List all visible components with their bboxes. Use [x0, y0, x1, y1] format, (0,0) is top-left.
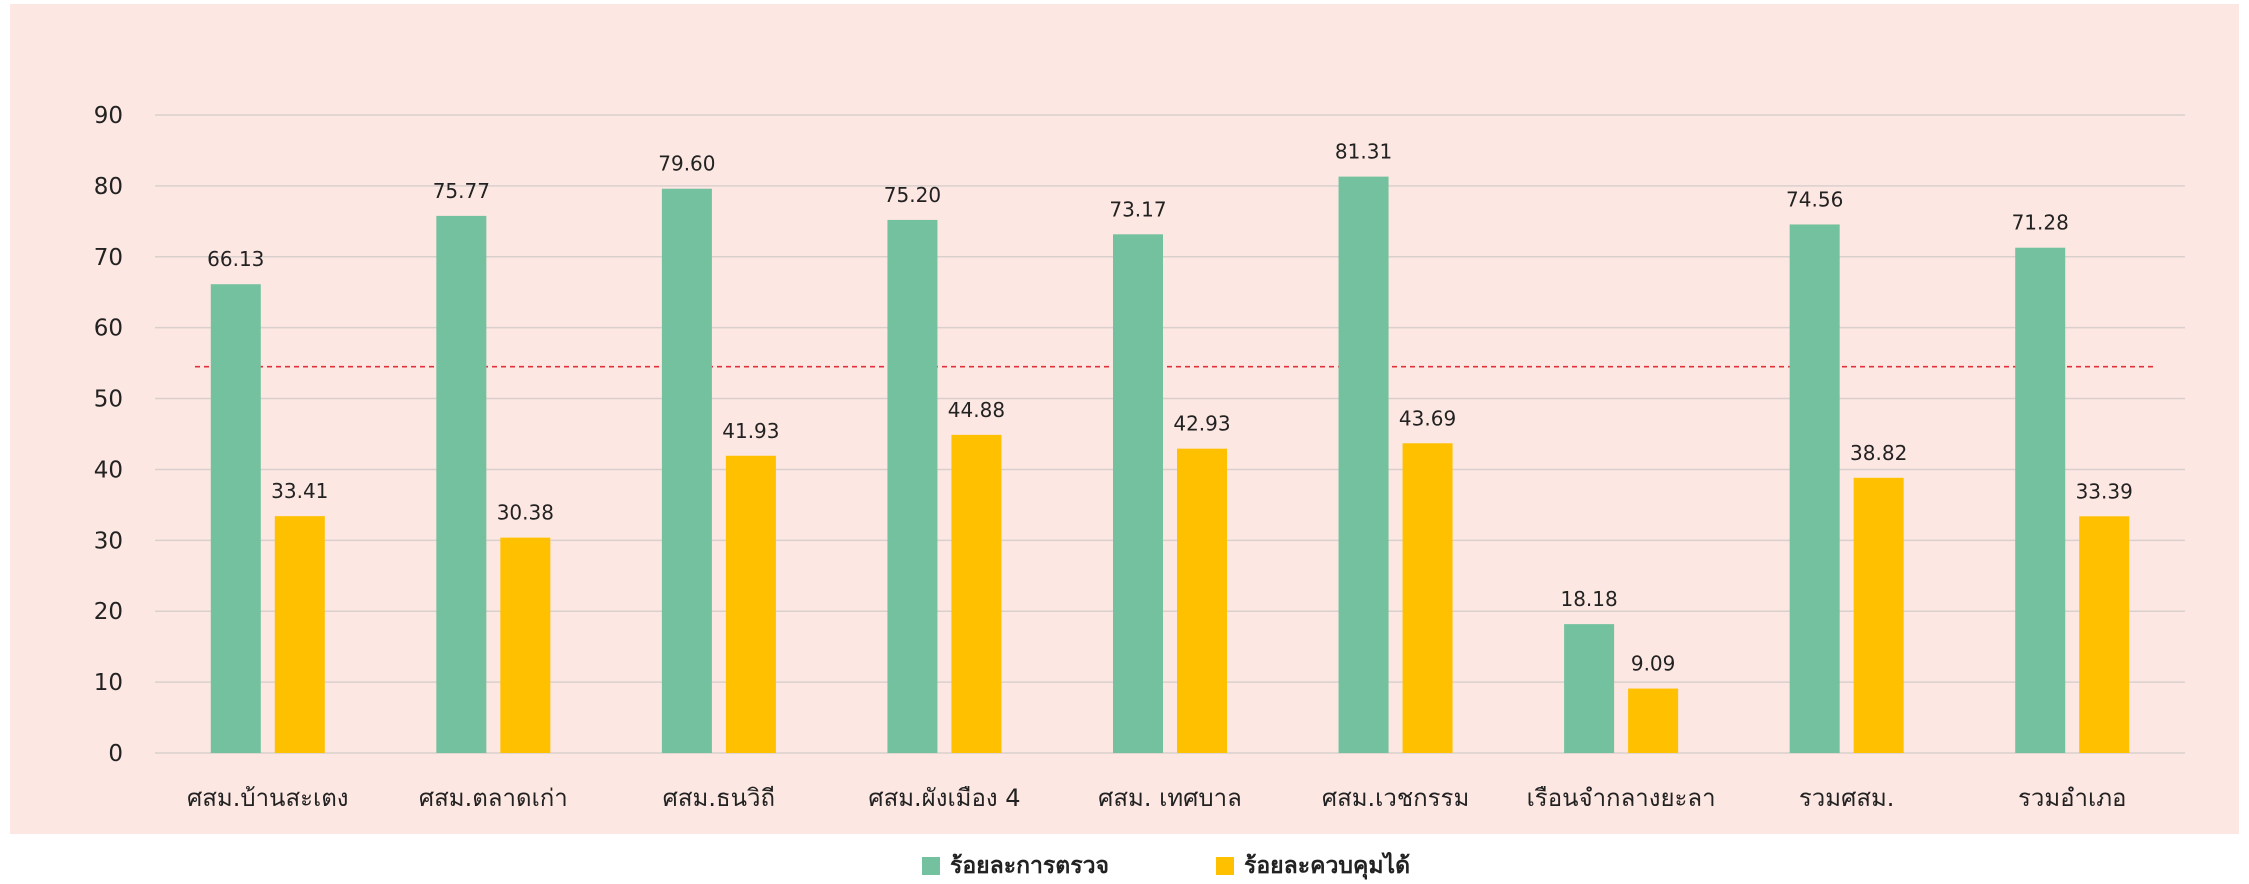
legend-swatch-inspection-rate [922, 857, 940, 875]
bar [951, 434, 1002, 753]
bar [1564, 624, 1615, 753]
x-category-label: ศสม.บ้านสะเตง [187, 784, 349, 812]
data-label: 30.38 [497, 501, 554, 525]
data-label: 18.18 [1560, 587, 1617, 611]
y-tick-label: 90 [94, 103, 123, 129]
bar [2015, 247, 2066, 754]
data-label: 33.41 [271, 479, 328, 503]
data-label: 43.69 [1399, 406, 1456, 430]
legend-item-inspection-rate: ร้อยละการตรวจ [922, 848, 1109, 884]
x-category-label: รวมอำเภอ [2018, 784, 2127, 812]
y-tick-label: 40 [94, 457, 123, 483]
data-label: 75.77 [433, 179, 490, 203]
bar [210, 284, 261, 753]
y-tick-label: 10 [94, 670, 123, 696]
y-tick-label: 20 [94, 599, 123, 625]
y-tick-label: 0 [108, 741, 123, 767]
y-tick-label: 30 [94, 528, 123, 554]
data-label: 79.60 [658, 152, 715, 176]
y-tick-label: 80 [94, 174, 123, 200]
legend-label-inspection-rate: ร้อยละการตรวจ [950, 853, 1109, 879]
bar [2079, 516, 2130, 753]
bar [725, 455, 776, 753]
x-category-label: เรือนจำกลางยะลา [1527, 784, 1716, 812]
legend: ร้อยละการตรวจ ร้อยละควบคุมได้ [0, 848, 2249, 880]
bar [1853, 477, 1904, 753]
y-tick-label: 70 [94, 245, 123, 271]
data-label: 73.17 [1109, 197, 1166, 221]
data-label: 75.20 [884, 183, 941, 207]
x-category-label: ศสม.เวชกรรม [1322, 784, 1469, 812]
data-label: 44.88 [948, 398, 1005, 422]
data-label: 74.56 [1786, 187, 1843, 211]
bar [1402, 443, 1453, 753]
data-label: 38.82 [1850, 441, 1907, 465]
data-label: 9.09 [1631, 652, 1676, 676]
data-label: 66.13 [207, 247, 264, 271]
bar [661, 188, 712, 754]
x-category-label: ศสม.ตลาดเก่า [419, 784, 568, 812]
bar [500, 537, 551, 753]
bar [1628, 688, 1679, 753]
y-tick-label: 60 [94, 316, 123, 342]
bar [1789, 224, 1840, 753]
bar [436, 215, 487, 754]
data-label: 42.93 [1173, 412, 1230, 436]
legend-swatch-control-rate [1216, 857, 1234, 875]
x-category-label: รวมศสม. [1799, 784, 1895, 812]
bar [1338, 176, 1389, 754]
legend-label-control-rate: ร้อยละควบคุมได้ [1244, 853, 1411, 879]
bar [1177, 448, 1227, 753]
bar [274, 516, 325, 753]
data-label: 41.93 [722, 419, 779, 443]
data-label: 81.31 [1335, 140, 1392, 164]
legend-item-control-rate: ร้อยละควบคุมได้ [1216, 848, 1410, 884]
bar [1113, 234, 1163, 753]
bar [887, 219, 938, 754]
x-category-label: ศสม.ธนวิถี [663, 784, 775, 812]
x-category-label: ศสม.ผังเมือง 4 [868, 784, 1020, 812]
data-label: 71.28 [2012, 211, 2069, 235]
x-category-label: ศสม. เทศบาล [1098, 784, 1242, 812]
y-tick-label: 50 [94, 387, 123, 413]
data-label: 33.39 [2076, 479, 2133, 503]
